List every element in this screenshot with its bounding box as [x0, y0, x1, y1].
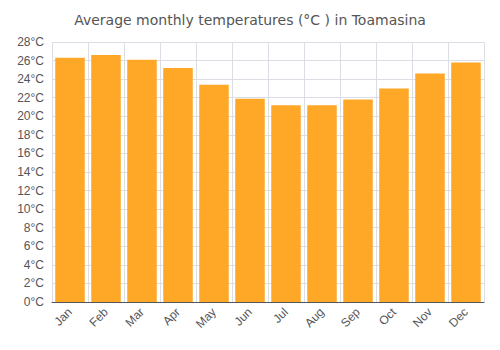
- svg-text:24°C: 24°C: [17, 72, 44, 86]
- svg-text:2°C: 2°C: [24, 276, 44, 290]
- svg-text:Jan: Jan: [51, 305, 75, 329]
- svg-text:May: May: [193, 305, 219, 331]
- svg-text:18°C: 18°C: [17, 128, 44, 142]
- svg-text:8°C: 8°C: [24, 221, 44, 235]
- svg-text:Jul: Jul: [270, 305, 291, 326]
- svg-text:12°C: 12°C: [17, 184, 44, 198]
- svg-text:Mar: Mar: [122, 305, 147, 329]
- svg-text:Nov: Nov: [410, 305, 435, 330]
- svg-text:10°C: 10°C: [17, 202, 44, 216]
- svg-text:Jun: Jun: [231, 305, 255, 329]
- svg-text:4°C: 4°C: [24, 258, 44, 272]
- svg-text:Feb: Feb: [86, 305, 111, 330]
- svg-text:Average monthly temperatures (: Average monthly temperatures (°C ) in To…: [74, 12, 426, 28]
- svg-text:Aug: Aug: [302, 305, 327, 330]
- svg-text:Dec: Dec: [446, 305, 471, 330]
- svg-text:22°C: 22°C: [17, 91, 44, 105]
- svg-text:20°C: 20°C: [17, 109, 44, 123]
- svg-text:6°C: 6°C: [24, 239, 44, 253]
- svg-text:26°C: 26°C: [17, 54, 44, 68]
- svg-text:0°C: 0°C: [24, 295, 44, 309]
- svg-text:Sep: Sep: [338, 305, 363, 330]
- svg-text:28°C: 28°C: [17, 35, 44, 49]
- svg-text:14°C: 14°C: [17, 165, 44, 179]
- svg-text:Oct: Oct: [376, 305, 400, 329]
- svg-text:16°C: 16°C: [17, 146, 44, 160]
- svg-text:Apr: Apr: [160, 305, 183, 328]
